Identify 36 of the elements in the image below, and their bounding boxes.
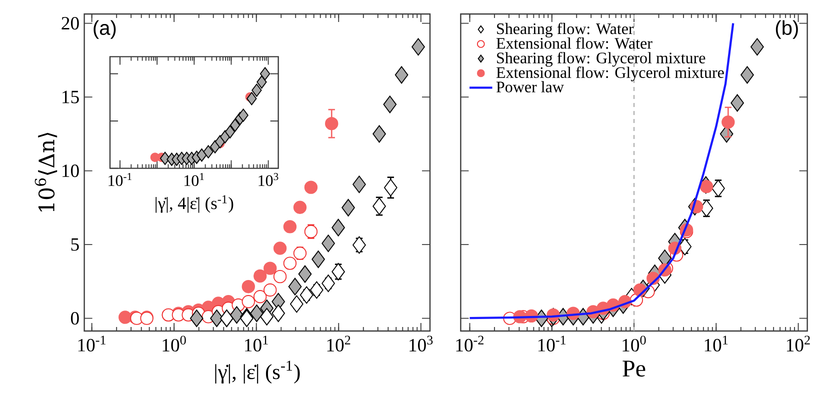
chart-title: (b) bbox=[776, 20, 798, 39]
x-tick-label: 10$^{3}$ bbox=[410, 336, 433, 352]
x-tick-label: 10$^{1}$ bbox=[184, 173, 204, 186]
y-axis-title: 10$^{6}$⟨Δn⟩ bbox=[34, 132, 58, 212]
x-tick-label: 10$^{0}$ bbox=[622, 336, 646, 352]
point bbox=[196, 148, 207, 162]
point bbox=[224, 125, 236, 138]
point bbox=[246, 92, 257, 106]
y-tick-label: 5 bbox=[71, 238, 79, 251]
x-tick-label: 10$^{1}$ bbox=[245, 336, 268, 352]
legend-label: Extensional flow: Water bbox=[496, 37, 652, 49]
legend-label: Shearing flow: Water bbox=[497, 22, 634, 38]
y-tick-label: 15 bbox=[62, 90, 79, 104]
x-tick-label: 10$^{-1}$ bbox=[538, 336, 566, 352]
x-tick-label: 10$^{-1}$ bbox=[78, 336, 106, 352]
legend-label: Power law bbox=[496, 81, 564, 92]
point bbox=[203, 145, 214, 158]
x-tick-label: 10$^{-1}$ bbox=[108, 173, 132, 186]
chart-title: (a) bbox=[94, 20, 116, 39]
x-tick-label: 10$^{1}$ bbox=[704, 336, 728, 352]
x-tick-label: 10$^{0}$ bbox=[162, 336, 186, 352]
point bbox=[230, 118, 240, 132]
y-tick-label: 0 bbox=[70, 312, 79, 325]
legend-label: Shearing flow: Glycerol mixture bbox=[497, 52, 706, 67]
x-axis-title: |γ̇|, 4|ε̇| (s$^{-1}$) bbox=[156, 195, 234, 213]
y-tick-label: 20 bbox=[62, 16, 79, 30]
x-tick-label: 10$^{2}$ bbox=[786, 336, 810, 352]
x-axis-title: |γ̇|, |ε̇| (s$^{-1}$) bbox=[215, 360, 300, 384]
x-tick-label: 10$^{3}$ bbox=[258, 173, 278, 186]
x-axis-title: Pe bbox=[622, 360, 646, 377]
point bbox=[256, 75, 267, 89]
legend-label: Extensional flow: Glycerol mixture bbox=[496, 66, 724, 82]
point bbox=[252, 84, 262, 97]
y-tick-label: 10 bbox=[62, 164, 79, 178]
x-tick-label: 10$^{-2}$ bbox=[456, 336, 484, 352]
x-tick-label: 10$^{2}$ bbox=[327, 336, 350, 352]
